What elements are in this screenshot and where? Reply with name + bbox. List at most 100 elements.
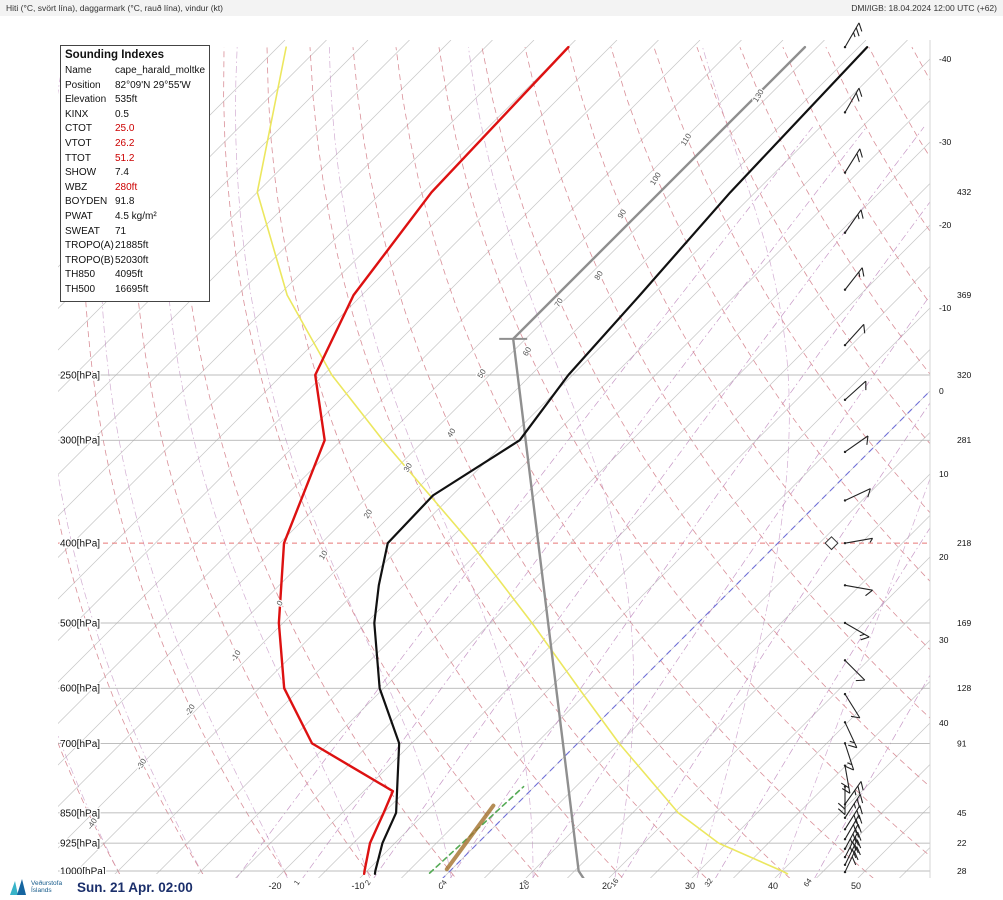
chart-labels: 250[hPa] 300[hPa] 400[hPa] 500[hPa] 600[hPa]… xyxy=(59,54,972,891)
chart-label: 0 xyxy=(275,599,285,608)
panel-row: Position 82°09'N 29°55'W xyxy=(61,79,209,94)
pressure-gridlines xyxy=(58,374,930,872)
chart-label: 45 xyxy=(957,808,967,818)
panel-label: Elevation xyxy=(65,94,107,106)
panel-row: Elevation 535ft xyxy=(61,93,209,108)
sounding-indexes-panel: Sounding Indexes Name cape_harald_moltke P… xyxy=(60,45,210,302)
panel-label: SHOW xyxy=(65,167,97,179)
series-temperature xyxy=(373,46,869,875)
panel-label: PWAT xyxy=(65,210,93,222)
panel-row: TROPO(A) 21885ft xyxy=(61,239,209,254)
chart-label: 128 xyxy=(957,683,971,693)
panel-label: VTOT xyxy=(65,137,92,149)
footer-datetime: Sun. 21 Apr. 02:00 xyxy=(77,879,193,895)
chart-label: 169 xyxy=(957,618,971,628)
chart-label: 10 xyxy=(317,548,330,561)
chart-label: 925[hPa] xyxy=(60,839,100,850)
chart-label: 10 xyxy=(519,881,529,891)
met-office-logo: Veðurstofa Íslands xyxy=(8,878,75,897)
moist-adiabats xyxy=(58,47,930,878)
chart-caption: Hiti (°C, svört lína), daggarmark (°C, r… xyxy=(6,3,223,13)
panel-label: SWEAT xyxy=(65,225,100,237)
chart-label: 91 xyxy=(957,738,967,748)
wind-barbs xyxy=(837,22,874,874)
chart-label: -10 xyxy=(229,648,243,663)
panel-label: TH500 xyxy=(65,283,96,295)
chart-label: 22 xyxy=(957,838,967,848)
series-standard-atmosphere xyxy=(511,45,807,878)
panel-title: Sounding Indexes xyxy=(65,49,165,61)
panel-row: BOYDEN 91.8 xyxy=(61,195,209,210)
panel-label: TROPO(A) xyxy=(65,240,114,252)
chart-label: 64 xyxy=(801,877,813,889)
panel-value: 21885ft xyxy=(115,240,149,252)
chart-label: 4 xyxy=(439,878,449,887)
series-dewpoint xyxy=(277,45,570,876)
footer-bar: Veðurstofa Íslands Sun. 21 Apr. 02:00 xyxy=(0,874,235,900)
logo-icon xyxy=(10,878,26,895)
panel-value: 16695ft xyxy=(115,283,149,295)
panel-value: 51.2 xyxy=(115,152,135,164)
panel-label: Name xyxy=(65,65,92,76)
isotherm-grid xyxy=(58,40,930,878)
panel-row: TH850 4095ft xyxy=(61,268,209,283)
chart-label: 0 xyxy=(939,386,944,396)
chart-label: 700[hPa] xyxy=(60,739,100,750)
chart-label: 432 xyxy=(957,187,971,197)
panel-value: 26.2 xyxy=(115,137,135,149)
chart-label: 32 xyxy=(703,877,715,889)
chart-label: 850[hPa] xyxy=(60,808,100,819)
chart-label: 320 xyxy=(957,370,971,380)
panel-value: 25.0 xyxy=(115,123,135,135)
dry-adiabats xyxy=(58,46,930,878)
chart-label: -20 xyxy=(268,881,281,891)
chart-label: 28 xyxy=(957,866,967,876)
chart-label: -30 xyxy=(939,137,952,147)
chart-label: 400[hPa] xyxy=(60,539,100,550)
panel-value: 280ft xyxy=(115,181,138,193)
chart-label: 20 xyxy=(602,881,612,891)
panel-row: Name cape_harald_moltke xyxy=(61,64,209,79)
panel-value: 52030ft xyxy=(115,254,149,266)
chart-label: 20 xyxy=(939,552,949,562)
chart-label: 30 xyxy=(939,635,949,645)
panel-value: 82°09'N 29°55'W xyxy=(115,79,191,91)
panel-row: KINX 0.5 xyxy=(61,108,209,123)
logo-text: Veðurstofa Íslands xyxy=(31,880,63,894)
chart-label: 20 xyxy=(362,507,375,520)
panel-label: TROPO(B) xyxy=(65,254,114,266)
chart-label: 2 xyxy=(363,878,373,887)
panel-value: 71 xyxy=(115,225,127,237)
chart-label: -10 xyxy=(351,881,364,891)
chart-label: 110 xyxy=(679,131,694,147)
panel-row: SHOW 7.4 xyxy=(61,166,209,181)
chart-label: 500[hPa] xyxy=(60,618,100,629)
chart-label: 600[hPa] xyxy=(60,684,100,695)
chart-label: 30 xyxy=(685,881,695,891)
chart-label: -20 xyxy=(183,702,197,717)
chart-label: 1 xyxy=(292,878,302,887)
panel-label: CTOT xyxy=(65,123,93,135)
panel-row: TROPO(B) 52030ft xyxy=(61,254,209,269)
top-header-bar: Hiti (°C, svört lína), daggarmark (°C, r… xyxy=(0,0,1003,16)
chart-label: 8 xyxy=(521,878,531,887)
series-highlight-moist-adiabat xyxy=(256,46,789,875)
chart-label: -10 xyxy=(939,303,952,313)
panel-row: WBZ 280ft xyxy=(61,181,209,196)
panel-row: CTOT 25.0 xyxy=(61,122,209,137)
chart-label: 218 xyxy=(957,538,971,548)
panel-value: 7.4 xyxy=(115,167,129,179)
chart-label: -20 xyxy=(939,220,952,230)
chart-label: 300[hPa] xyxy=(60,436,100,447)
chart-label: 40 xyxy=(445,426,458,439)
series-parcel-path xyxy=(444,803,496,872)
chart-label: 30 xyxy=(402,461,415,474)
plot-area xyxy=(58,40,930,878)
panel-label: TTOT xyxy=(65,152,91,164)
panel-value: cape_harald_moltke xyxy=(115,65,206,76)
panel-row: VTOT 26.2 xyxy=(61,137,209,152)
panel-rows: Name cape_harald_moltke Position 82°09'N 29… xyxy=(61,64,209,298)
chart-label: 250[hPa] xyxy=(60,370,100,381)
model-run-info: DMI/IGB: 18.04.2024 12:00 UTC (+62) xyxy=(851,3,997,13)
